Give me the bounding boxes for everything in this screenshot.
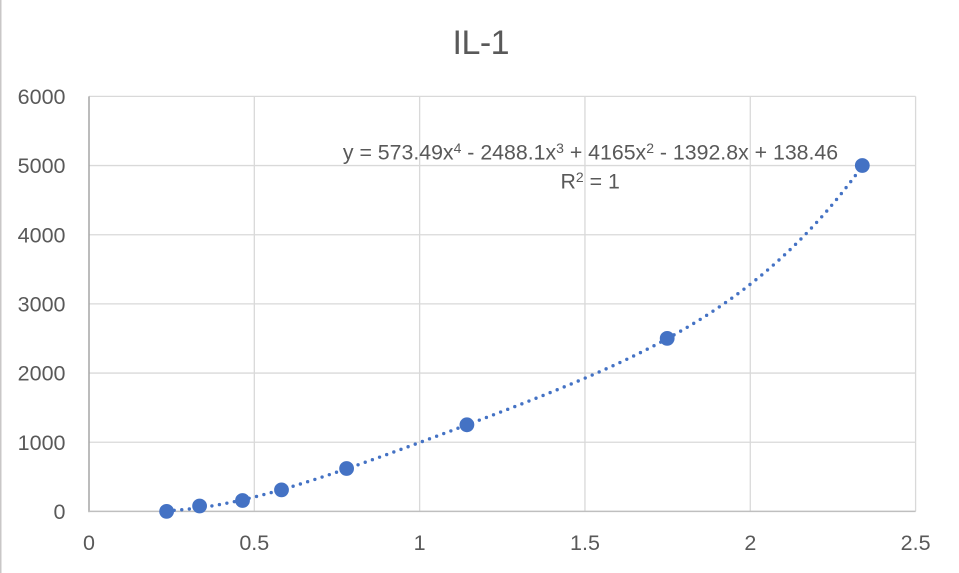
svg-text:1000: 1000 [18, 431, 66, 455]
svg-text:2.5: 2.5 [901, 531, 931, 555]
svg-text:2: 2 [744, 531, 756, 555]
svg-text:5000: 5000 [18, 154, 66, 178]
svg-text:6000: 6000 [18, 85, 66, 109]
svg-text:0.5: 0.5 [239, 531, 269, 555]
svg-text:0: 0 [83, 531, 95, 555]
svg-text:R2 = 1: R2 = 1 [561, 169, 620, 194]
svg-text:0: 0 [54, 500, 66, 524]
svg-text:1.5: 1.5 [570, 531, 600, 555]
svg-text:y = 573.49x4 - 2488.1x3 + 4165: y = 573.49x4 - 2488.1x3 + 4165x2 - 1392.… [343, 140, 838, 165]
svg-text:IL-1: IL-1 [453, 24, 510, 62]
svg-text:4000: 4000 [18, 223, 66, 247]
svg-text:3000: 3000 [18, 293, 66, 317]
svg-text:1: 1 [414, 531, 426, 555]
svg-text:2000: 2000 [18, 362, 66, 386]
